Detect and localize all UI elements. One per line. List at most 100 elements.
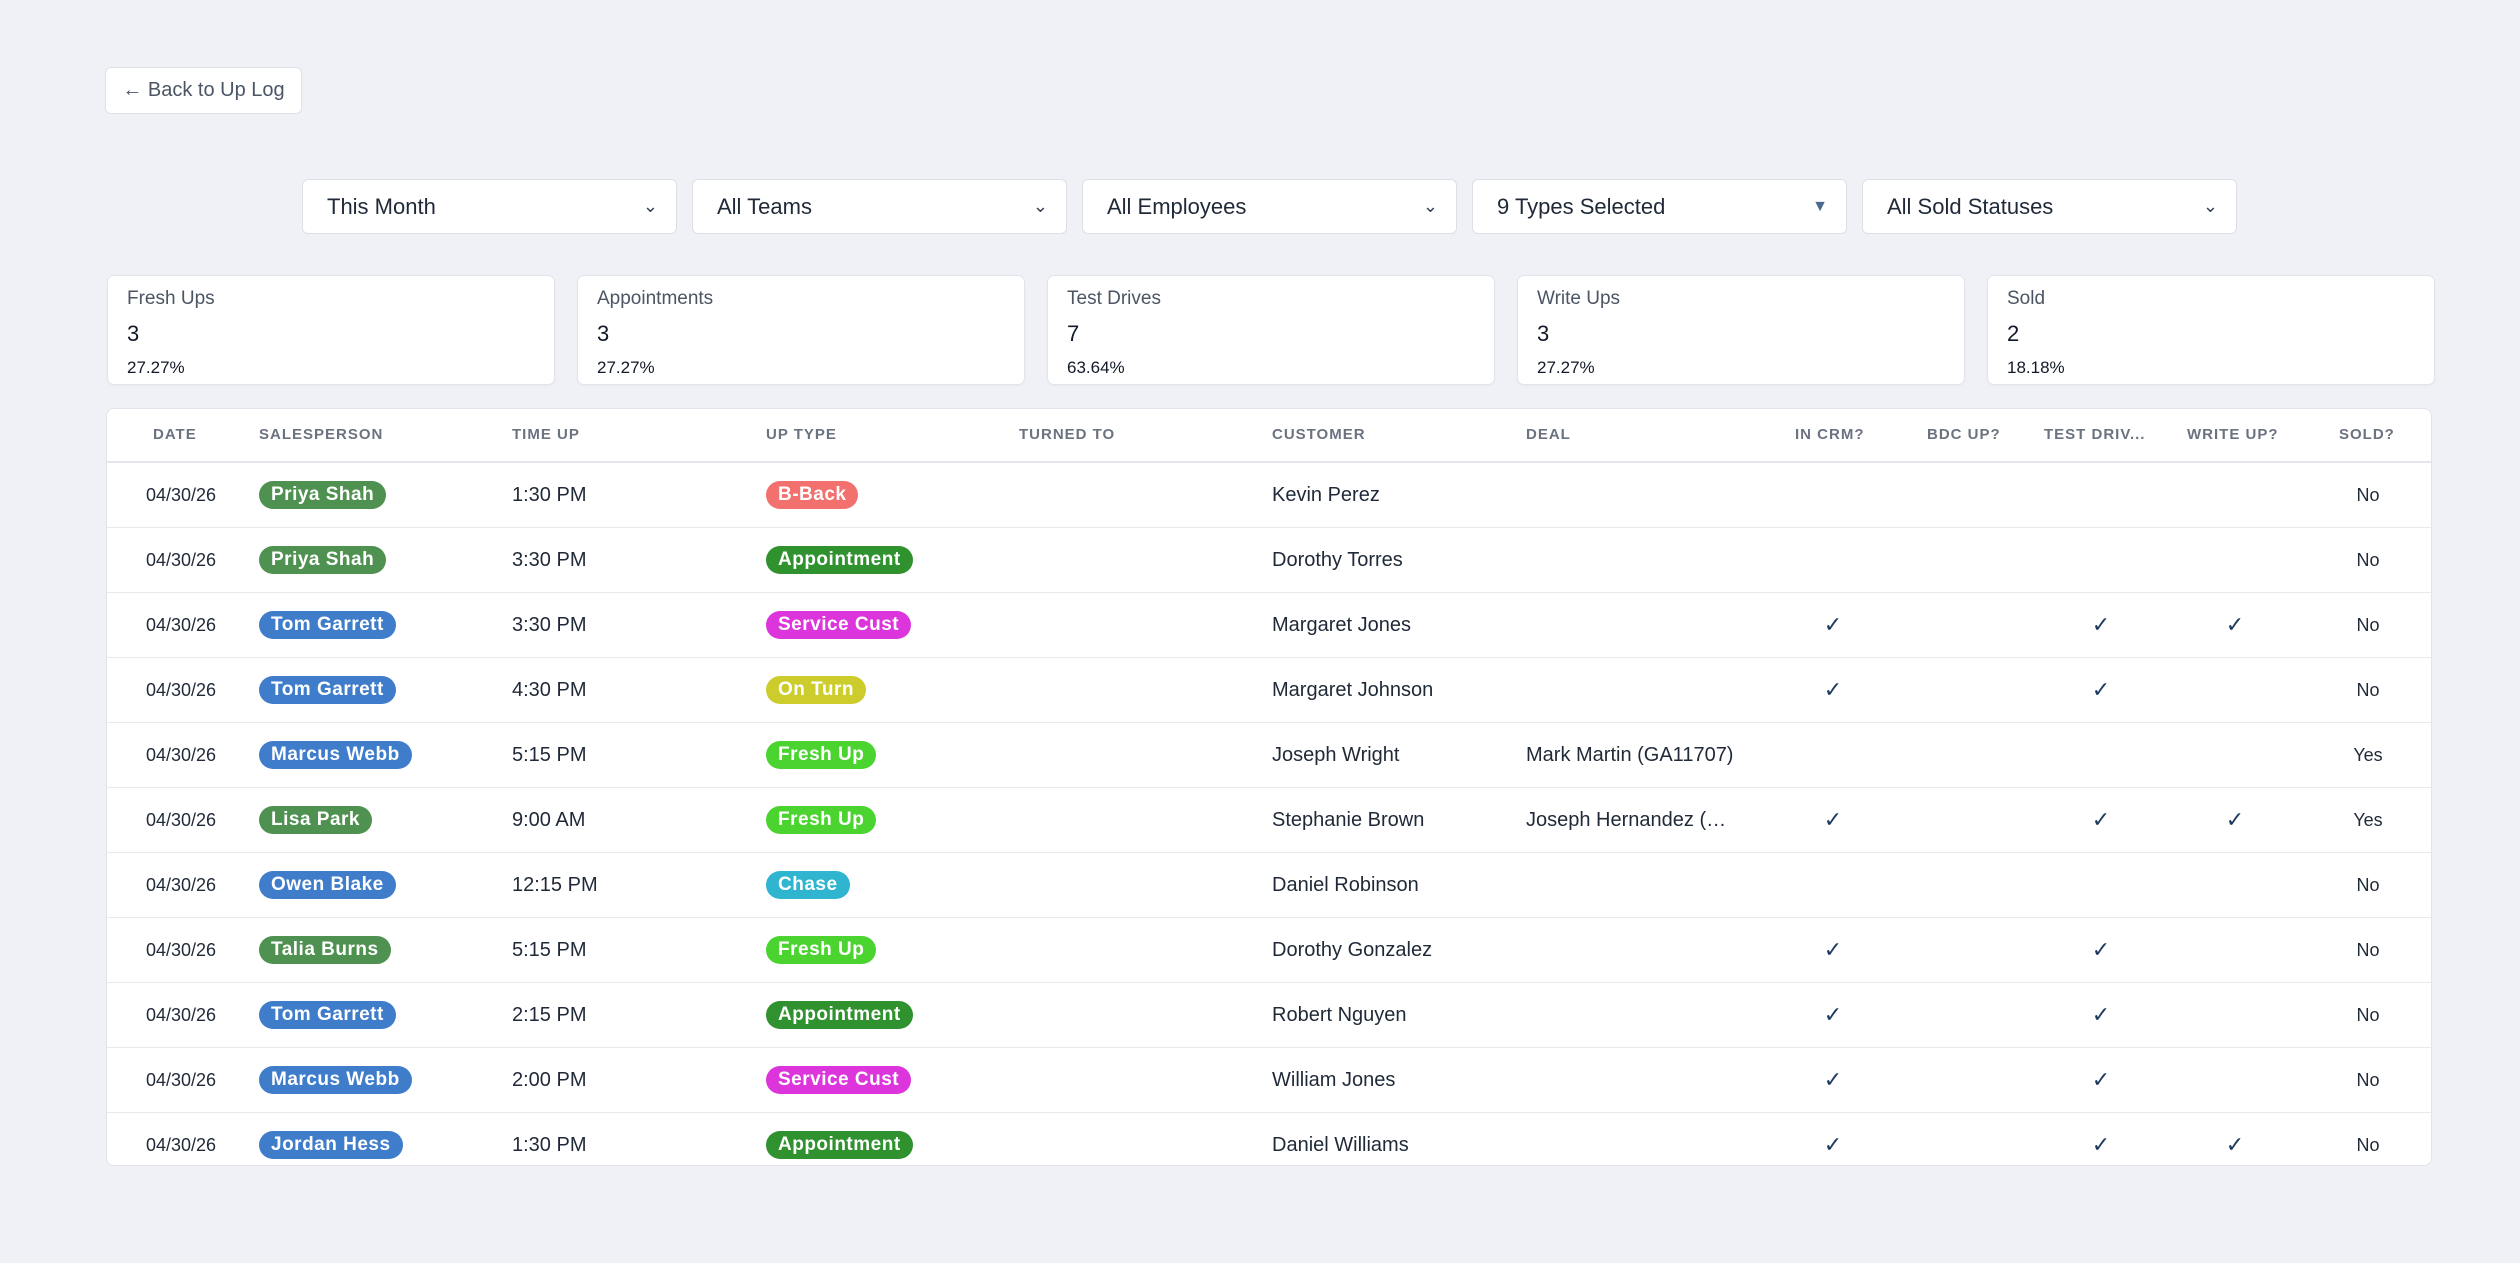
deal-value: Mark Martin (GA11707) [1526, 743, 1734, 766]
test-drive-cell: ✓ [2065, 1048, 2137, 1112]
customer-name: Margaret Jones [1272, 613, 1411, 636]
sold-value: No [2356, 874, 2380, 895]
customer-cell: Daniel Robinson [1272, 853, 1419, 917]
write-up-cell [2199, 528, 2271, 592]
write-up-cell [2199, 463, 2271, 527]
stat-card-sold: Sold 2 18.18% [1987, 275, 2435, 385]
up-type-cell: Fresh Up [766, 918, 877, 982]
customer-cell: Joseph Wright [1272, 723, 1399, 787]
chevron-down-icon: ⌄ [1032, 196, 1048, 216]
column-header-bdc-up[interactable]: BDC UP? [1927, 426, 2001, 443]
table-row[interactable]: 04/30/26 Lisa Park 9:00 AM Fresh Up Stephani… [107, 788, 2431, 853]
salesperson-badge: Marcus Webb [259, 741, 412, 769]
bdc-up-cell [1930, 1113, 2002, 1165]
column-header-salesperson[interactable]: SALESPERSON [259, 426, 384, 443]
write-up-cell [2199, 983, 2271, 1047]
table-row[interactable]: 04/30/26 Tom Garrett 2:15 PM Appointment Rob… [107, 983, 2431, 1048]
table-row[interactable]: 04/30/26 Priya Shah 1:30 PM B-Back Kevin Per… [107, 463, 2431, 528]
table-row[interactable]: 04/30/26 Marcus Webb 2:00 PM Service Cust Wi… [107, 1048, 2431, 1113]
time-up-value: 5:15 PM [512, 743, 587, 766]
employees-select[interactable]: All Employees ⌄ [1082, 179, 1457, 234]
check-icon: ✓ [2225, 807, 2245, 832]
in-crm-cell: ✓ [1797, 1113, 1869, 1165]
salesperson-cell: Priya Shah [259, 528, 387, 592]
customer-name: Daniel Williams [1272, 1133, 1409, 1156]
bdc-up-cell [1930, 918, 2002, 982]
column-header-test-drive[interactable]: TEST DRIV... [2044, 426, 2146, 443]
table-row[interactable]: 04/30/26 Jordan Hess 1:30 PM Appointment Dan… [107, 1113, 2431, 1165]
teams-select[interactable]: All Teams ⌄ [692, 179, 1067, 234]
chevron-down-icon: ⌄ [642, 196, 658, 216]
date-value: 04/30/26 [145, 744, 217, 765]
salesperson-cell: Lisa Park [259, 788, 372, 852]
up-type-cell: Appointment [766, 983, 913, 1047]
sold-status-select[interactable]: All Sold Statuses ⌄ [1862, 179, 2237, 234]
sold-cell: No [2332, 463, 2404, 527]
date-cell: 04/30/26 [121, 1113, 241, 1165]
sold-cell: No [2332, 658, 2404, 722]
time-up-cell: 1:30 PM [512, 1113, 586, 1165]
column-header-sold[interactable]: SOLD? [2339, 426, 2395, 443]
date-value: 04/30/26 [145, 939, 217, 960]
column-header-in-crm[interactable]: IN CRM? [1795, 426, 1865, 443]
up-type-cell: Fresh Up [766, 788, 877, 852]
bdc-up-cell [1930, 853, 2002, 917]
column-header-date[interactable]: DATE [153, 426, 197, 443]
date-cell: 04/30/26 [121, 593, 241, 657]
table-row[interactable]: 04/30/26 Tom Garrett 4:30 PM On Turn Margare… [107, 658, 2431, 723]
bdc-up-cell [1930, 788, 2002, 852]
sold-cell: No [2332, 1113, 2404, 1165]
column-header-up-type[interactable]: UP TYPE [766, 426, 837, 443]
time-up-cell: 9:00 AM [512, 788, 585, 852]
test-drive-cell: ✓ [2065, 593, 2137, 657]
check-icon: ✓ [2091, 677, 2111, 702]
stat-label: Sold [2007, 288, 2046, 309]
up-type-badge: Chase [766, 871, 850, 899]
table-row[interactable]: 04/30/26 Priya Shah 3:30 PM Appointment Doro… [107, 528, 2431, 593]
column-header-turned-to[interactable]: TURNED TO [1019, 426, 1116, 443]
deal-cell [1526, 593, 1736, 657]
deal-cell [1526, 528, 1736, 592]
time-up-value: 2:00 PM [512, 1068, 587, 1091]
table-row[interactable]: 04/30/26 Talia Burns 5:15 PM Fresh Up Doroth… [107, 918, 2431, 983]
salesperson-cell: Marcus Webb [259, 1048, 412, 1112]
table-row[interactable]: 04/30/26 Marcus Webb 5:15 PM Fresh Up Joseph… [107, 723, 2431, 788]
write-up-cell: ✓ [2199, 1113, 2271, 1165]
salesperson-badge: Tom Garrett [259, 676, 396, 704]
up-type-badge: Fresh Up [766, 806, 877, 834]
date-cell: 04/30/26 [121, 788, 241, 852]
column-header-write-up[interactable]: WRITE UP? [2187, 426, 2279, 443]
table-row[interactable]: 04/30/26 Tom Garrett 3:30 PM Service Cust Ma… [107, 593, 2431, 658]
time-up-cell: 3:30 PM [512, 528, 586, 592]
back-to-up-log-button[interactable]: ← Back to Up Log [105, 67, 302, 114]
in-crm-cell: ✓ [1797, 788, 1869, 852]
column-header-time-up[interactable]: TIME UP [512, 426, 580, 443]
table-row[interactable]: 04/30/26 Owen Blake 12:15 PM Chase Daniel Ro… [107, 853, 2431, 918]
period-select[interactable]: This Month ⌄ [302, 179, 677, 234]
column-header-deal[interactable]: DEAL [1526, 426, 1571, 443]
deal-cell: Mark Martin (GA11707) [1526, 723, 1736, 787]
employees-select-value: All Employees [1107, 193, 1247, 219]
check-icon: ✓ [1823, 937, 1843, 962]
types-multiselect[interactable]: 9 Types Selected ▼ [1472, 179, 1847, 234]
date-cell: 04/30/26 [121, 528, 241, 592]
deal-cell: Joseph Hernandez (… [1526, 788, 1736, 852]
write-up-cell [2199, 1048, 2271, 1112]
stat-label: Write Ups [1537, 288, 1621, 309]
time-up-cell: 5:15 PM [512, 723, 586, 787]
sold-cell: No [2332, 593, 2404, 657]
stat-label: Fresh Ups [127, 288, 215, 309]
sold-cell: No [2332, 528, 2404, 592]
time-up-value: 5:15 PM [512, 938, 587, 961]
types-multiselect-value: 9 Types Selected [1497, 193, 1666, 219]
up-type-badge: Appointment [766, 1001, 913, 1029]
column-header-customer[interactable]: CUSTOMER [1272, 426, 1366, 443]
customer-cell: Kevin Perez [1272, 463, 1380, 527]
up-type-cell: Appointment [766, 528, 913, 592]
bdc-up-cell [1930, 983, 2002, 1047]
date-value: 04/30/26 [145, 1004, 217, 1025]
stat-percent: 18.18% [2007, 358, 2065, 377]
in-crm-cell: ✓ [1797, 918, 1869, 982]
date-value: 04/30/26 [145, 809, 217, 830]
salesperson-badge: Lisa Park [259, 806, 372, 834]
